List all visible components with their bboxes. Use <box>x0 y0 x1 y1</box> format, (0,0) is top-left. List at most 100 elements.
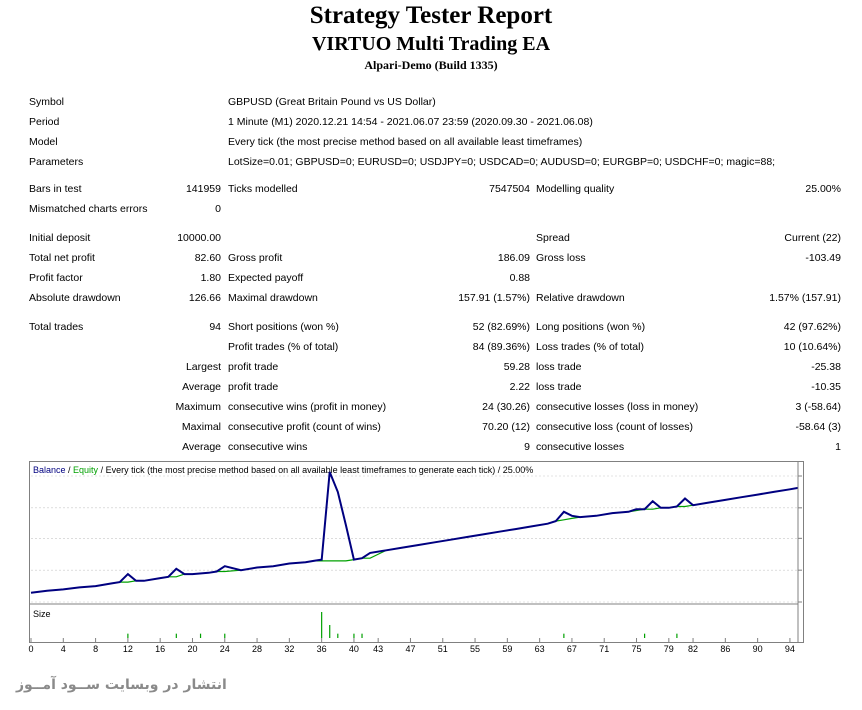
x-tick-label: 86 <box>720 644 731 654</box>
largest-loss-label: loss trade <box>536 361 582 373</box>
maximal-consecutive-profit-value: 70.20 (12) <box>482 421 530 433</box>
x-tick-label: 63 <box>534 644 545 654</box>
net-profit-value: 82.60 <box>194 252 221 264</box>
deposit-label: Initial deposit <box>29 232 91 244</box>
profit-factor-value: 1.80 <box>200 272 221 284</box>
ticks-label: Ticks modelled <box>228 183 298 195</box>
x-tick-label: 36 <box>316 644 327 654</box>
maximum-label: Maximum <box>175 401 221 413</box>
bars-label: Bars in test <box>29 183 82 195</box>
x-tick-label: 24 <box>219 644 230 654</box>
max-consecutive-losses-value: 3 (-58.64) <box>795 401 841 413</box>
balance-series-line <box>30 471 799 594</box>
largest-profit-label: profit trade <box>228 361 279 373</box>
deposit-value: 10000.00 <box>177 232 221 244</box>
short-positions-value: 52 (82.69%) <box>472 321 530 333</box>
x-tick-label: 67 <box>566 644 577 654</box>
max-consecutive-losses-label: consecutive losses (loss in money) <box>536 401 699 413</box>
profit-factor-label: Profit factor <box>29 272 83 284</box>
average-profit-label: profit trade <box>228 381 279 393</box>
x-tick-label: 20 <box>187 644 198 654</box>
largest-label: Largest <box>185 361 221 373</box>
absolute-drawdown-value: 126.66 <box>188 292 221 304</box>
avg-consecutive-wins-value: 9 <box>524 441 530 453</box>
balance-chart-svg: Balance / Equity / Every tick (the most … <box>30 462 802 642</box>
x-tick-label: 75 <box>631 644 642 654</box>
long-positions-label: Long positions (won %) <box>536 321 646 333</box>
avg-consecutive-losses-label: consecutive losses <box>536 441 625 453</box>
spread-value: Current (22) <box>784 232 841 244</box>
x-tick-label: 59 <box>502 644 513 654</box>
gross-loss-value: -103.49 <box>805 252 841 264</box>
avg-consecutive-losses-value: 1 <box>835 441 841 453</box>
gross-loss-label: Gross loss <box>536 252 586 264</box>
avg-consecutive-wins-label: consecutive wins <box>228 441 308 453</box>
maximal-consecutive-loss-label: consecutive loss (count of losses) <box>536 421 693 433</box>
volume-label: Size <box>33 609 51 619</box>
x-tick-label: 79 <box>663 644 674 654</box>
x-tick-label: 51 <box>437 644 448 654</box>
equity-series-line <box>30 487 799 594</box>
ea-name: VIRTUO Multi Trading EA <box>311 33 551 55</box>
model-value: Every tick (the most precise method base… <box>228 136 583 148</box>
short-positions-label: Short positions (won %) <box>228 321 339 333</box>
x-tick-label: 0 <box>28 644 34 654</box>
mismatch-label: Mismatched charts errors <box>29 203 148 215</box>
parameters-value: LotSize=0.01; GBPUSD=0; EURUSD=0; USDJPY… <box>228 156 776 168</box>
average-profit-value: 2.22 <box>509 381 530 393</box>
average-label: Average <box>182 381 221 393</box>
mismatch-value: 0 <box>215 203 221 215</box>
loss-trades-value: 10 (10.64%) <box>783 341 841 353</box>
x-tick-label: 4 <box>60 644 66 654</box>
average2-label: Average <box>182 441 221 453</box>
total-trades-value: 94 <box>209 321 221 333</box>
profit-trades-label: Profit trades (% of total) <box>228 341 339 353</box>
spread-label: Spread <box>536 232 570 244</box>
maximal-drawdown-value: 157.91 (1.57%) <box>458 292 530 304</box>
x-tick-label: 55 <box>470 644 481 654</box>
average-loss-label: loss trade <box>536 381 582 393</box>
watermark-text: انتشار در وبسایت ســود آمــوز <box>16 677 227 693</box>
expected-payoff-value: 0.88 <box>509 272 530 284</box>
x-tick-label: 40 <box>348 644 359 654</box>
expected-payoff-label: Expected payoff <box>228 272 304 284</box>
parameters-label: Parameters <box>29 156 84 168</box>
largest-profit-value: 59.28 <box>503 361 530 373</box>
x-tick-label: 94 <box>784 644 795 654</box>
report-title: Strategy Tester Report <box>309 2 553 29</box>
symbol-value: GBPUSD (Great Britain Pound vs US Dollar… <box>228 96 436 108</box>
x-tick-label: 32 <box>284 644 295 654</box>
broker-build: Alpari-Demo (Build 1335) <box>364 58 498 72</box>
x-tick-label: 28 <box>252 644 263 654</box>
total-trades-label: Total trades <box>29 321 84 333</box>
profit-trades-value: 84 (89.36%) <box>472 341 530 353</box>
x-tick-label: 90 <box>752 644 763 654</box>
long-positions-value: 42 (97.62%) <box>783 321 841 333</box>
quality-value: 25.00% <box>805 183 841 195</box>
maximal-consecutive-profit-label: consecutive profit (count of wins) <box>228 421 381 433</box>
maximal-label: Maximal <box>181 421 221 433</box>
x-tick-label: 16 <box>155 644 166 654</box>
legend-balance: Balance / Equity / Every tick (the most … <box>33 465 533 475</box>
gross-profit-value: 186.09 <box>497 252 530 264</box>
period-value: 1 Minute (M1) 2020.12.21 14:54 - 2021.06… <box>228 116 593 128</box>
max-consecutive-wins-value: 24 (30.26) <box>482 401 530 413</box>
x-tick-label: 12 <box>122 644 133 654</box>
x-tick-label: 8 <box>93 644 99 654</box>
balance-chart: Balance / Equity / Every tick (the most … <box>29 461 804 643</box>
loss-trades-label: Loss trades (% of total) <box>536 341 644 353</box>
maximal-consecutive-loss-value: -58.64 (3) <box>795 421 841 433</box>
maximal-drawdown-label: Maximal drawdown <box>228 292 318 304</box>
bars-value: 141959 <box>185 183 221 195</box>
relative-drawdown-value: 1.57% (157.91) <box>769 292 841 304</box>
x-tick-label: 47 <box>405 644 416 654</box>
absolute-drawdown-label: Absolute drawdown <box>29 292 121 304</box>
largest-loss-value: -25.38 <box>811 361 841 373</box>
symbol-label: Symbol <box>29 96 65 108</box>
quality-label: Modelling quality <box>536 183 615 195</box>
x-tick-label: 43 <box>373 644 384 654</box>
max-consecutive-wins-label: consecutive wins (profit in money) <box>228 401 387 413</box>
ticks-value: 7547504 <box>489 183 530 195</box>
x-tick-label: 71 <box>599 644 610 654</box>
relative-drawdown-label: Relative drawdown <box>536 292 625 304</box>
